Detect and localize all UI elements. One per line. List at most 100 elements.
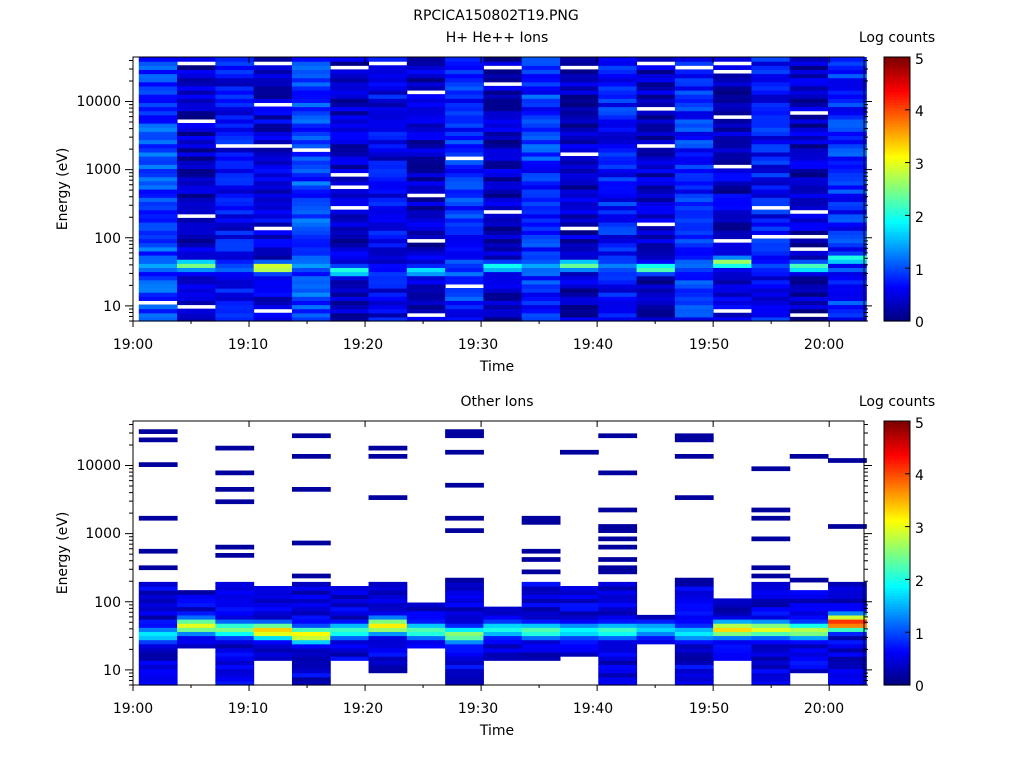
heatmap-cell bbox=[445, 61, 484, 66]
colorbar-segment bbox=[884, 632, 910, 636]
heatmap-cell bbox=[138, 230, 178, 235]
heatmap-cell bbox=[253, 73, 293, 79]
panel-title-h-he: H+ He++ Ions bbox=[446, 30, 549, 46]
heatmap-cell bbox=[598, 308, 638, 314]
heatmap-cell bbox=[138, 259, 178, 264]
heatmap-cell bbox=[789, 304, 829, 310]
colorbar-segment bbox=[884, 276, 910, 280]
heatmap-cell bbox=[368, 259, 408, 264]
heatmap-cell bbox=[636, 81, 676, 87]
heatmap-cell bbox=[598, 279, 638, 285]
colorbar-segment bbox=[884, 257, 910, 261]
heatmap-cell bbox=[636, 627, 676, 632]
heatmap-cell bbox=[751, 90, 791, 95]
heatmap-cell bbox=[138, 147, 178, 153]
colorbar-segment bbox=[884, 655, 910, 660]
heatmap-cell bbox=[291, 139, 331, 145]
heatmap-cell bbox=[445, 263, 484, 268]
heatmap-cell bbox=[177, 234, 216, 240]
heatmap-cell bbox=[445, 118, 484, 124]
heatmap-cell bbox=[138, 610, 178, 616]
x-tick-label: 19:10 bbox=[228, 701, 268, 717]
heatmap-cell bbox=[828, 602, 867, 608]
colorbar-segment bbox=[884, 215, 910, 219]
heatmap-cell bbox=[291, 573, 331, 579]
colorbar-segment bbox=[884, 539, 910, 544]
heatmap-cell bbox=[177, 598, 216, 604]
heatmap-cell bbox=[713, 263, 752, 268]
heatmap-cell bbox=[713, 172, 752, 178]
heatmap-cell bbox=[828, 135, 867, 141]
heatmap-cell bbox=[291, 81, 331, 87]
heatmap-cell bbox=[713, 242, 752, 248]
heatmap-cell bbox=[177, 606, 216, 612]
heatmap-cell bbox=[291, 242, 331, 248]
heatmap-cell bbox=[215, 316, 255, 322]
heatmap-cell bbox=[330, 300, 370, 306]
heatmap-cell bbox=[713, 296, 752, 301]
heatmap-cell bbox=[560, 209, 599, 215]
colorbar-segment bbox=[884, 189, 910, 193]
heatmap-cell bbox=[330, 610, 370, 616]
heatmap-cell bbox=[789, 94, 829, 99]
heatmap-cell bbox=[828, 226, 867, 231]
heatmap-cell bbox=[291, 275, 331, 281]
heatmap-cell bbox=[674, 304, 714, 310]
colorbar-segment bbox=[884, 115, 910, 119]
heatmap-cell bbox=[751, 180, 791, 186]
heatmap-cell bbox=[330, 147, 370, 153]
heatmap-cell bbox=[636, 102, 676, 108]
heatmap-cell bbox=[253, 610, 293, 616]
heatmap-cell bbox=[751, 147, 791, 153]
heatmap-cell bbox=[483, 279, 523, 285]
colorbar-segment bbox=[884, 595, 910, 599]
heatmap-cell bbox=[598, 433, 638, 439]
heatmap-cell bbox=[674, 164, 714, 169]
x-axis-label-other: Time bbox=[479, 723, 514, 739]
heatmap-cell bbox=[138, 213, 178, 219]
heatmap-cell bbox=[445, 668, 484, 674]
heatmap-cell bbox=[674, 189, 714, 194]
heatmap-cell bbox=[713, 201, 752, 207]
heatmap-cell bbox=[598, 147, 638, 153]
heatmap-cell bbox=[138, 197, 178, 202]
heatmap-cell bbox=[751, 250, 791, 256]
heatmap-cell bbox=[445, 312, 484, 318]
heatmap-cell bbox=[215, 242, 255, 248]
heatmap-cell bbox=[445, 94, 484, 99]
heatmap-cell bbox=[713, 106, 752, 112]
colorbar-segment bbox=[884, 510, 910, 514]
heatmap-cell bbox=[828, 184, 867, 190]
colorbar-segment bbox=[884, 307, 910, 312]
colorbar-segment bbox=[884, 159, 910, 164]
heatmap-cell bbox=[789, 602, 829, 608]
heatmap-cell bbox=[330, 189, 370, 194]
heatmap-cell bbox=[253, 606, 293, 612]
heatmap-cell bbox=[483, 304, 523, 310]
heatmap-cell bbox=[406, 643, 446, 649]
heatmap-cell bbox=[368, 160, 408, 165]
heatmap-cell bbox=[483, 213, 523, 219]
heatmap-cell bbox=[789, 69, 829, 75]
heatmap-cell bbox=[598, 139, 638, 145]
heatmap-cell bbox=[636, 139, 676, 145]
heatmap-cell bbox=[560, 586, 599, 591]
heatmap-cell bbox=[215, 102, 255, 108]
heatmap-cell bbox=[751, 156, 791, 161]
heatmap-cell bbox=[215, 635, 255, 641]
heatmap-cell bbox=[215, 205, 255, 211]
colorbar-segment bbox=[884, 178, 910, 182]
colorbar-segment bbox=[884, 80, 910, 84]
heatmap-cell bbox=[138, 160, 178, 165]
heatmap-cell bbox=[330, 614, 370, 620]
heatmap-cell bbox=[215, 160, 255, 165]
heatmap-cell bbox=[138, 586, 178, 591]
heatmap-cell bbox=[330, 635, 370, 641]
heatmap-cell bbox=[330, 90, 370, 95]
colorbar-segment bbox=[884, 566, 910, 570]
heatmap-cell bbox=[598, 623, 638, 628]
heatmap-cell bbox=[598, 102, 638, 108]
heatmap-cell bbox=[406, 57, 446, 62]
heatmap-cell bbox=[598, 184, 638, 190]
heatmap-cell bbox=[789, 283, 829, 289]
